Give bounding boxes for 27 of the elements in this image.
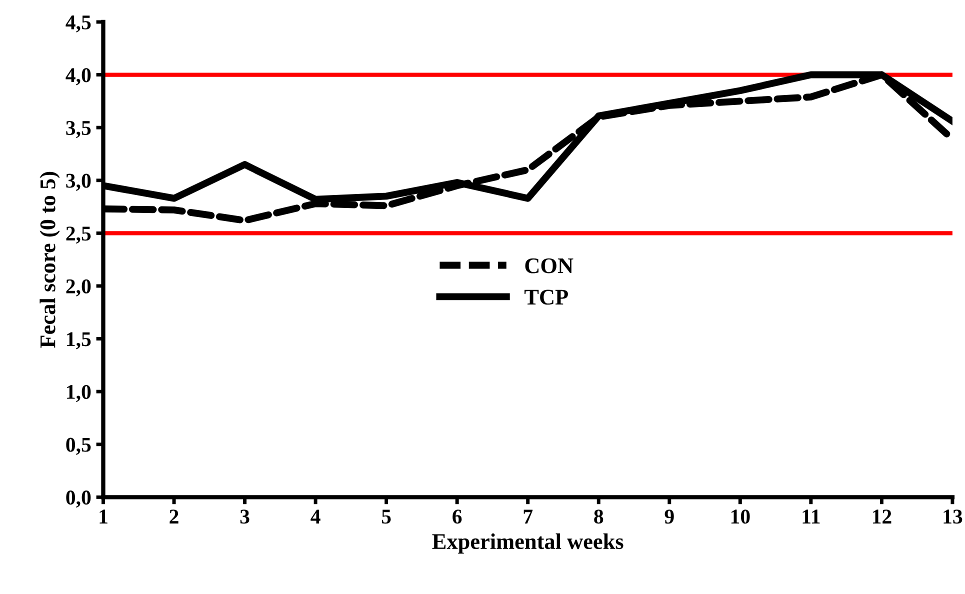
x-tick-label: 1 bbox=[100, 510, 108, 524]
y-tick-label: 3,0 bbox=[66, 174, 91, 191]
y-tick-label: 1,0 bbox=[67, 384, 91, 402]
x-tick-label: 6 bbox=[452, 510, 462, 524]
x-tick-label: 7 bbox=[524, 510, 533, 524]
legend-label: CON bbox=[525, 258, 574, 274]
y-tick-label: 2,0 bbox=[66, 279, 91, 296]
x-tick-label: 13 bbox=[944, 510, 962, 524]
legend-label: TCP bbox=[524, 290, 568, 305]
x-tick-label: 10 bbox=[731, 510, 750, 524]
x-tick-label: 2 bbox=[170, 510, 178, 524]
x-axis-title: Experimental weeks bbox=[432, 533, 624, 554]
x-tick-label: 3 bbox=[240, 510, 250, 524]
y-axis-title: Fecal score (0 to 5) bbox=[40, 172, 60, 348]
x-tick-label: 11 bbox=[802, 510, 820, 524]
x-tick-label: 8 bbox=[594, 510, 604, 524]
y-tick-label: 0,5 bbox=[66, 438, 91, 455]
x-tick-label: 4 bbox=[310, 510, 320, 524]
x-tick-label: 12 bbox=[872, 510, 892, 524]
y-tick-label: 0,0 bbox=[66, 490, 91, 508]
y-tick-label: 3,5 bbox=[66, 121, 91, 138]
x-tick-label: 9 bbox=[664, 510, 674, 524]
y-tick-label: 4,0 bbox=[66, 68, 91, 86]
y-tick-label: 2,5 bbox=[66, 226, 91, 244]
x-tick-label: 5 bbox=[382, 510, 391, 524]
y-tick-label: 1,5 bbox=[67, 332, 91, 350]
y-tick-label: 4,5 bbox=[66, 15, 91, 32]
